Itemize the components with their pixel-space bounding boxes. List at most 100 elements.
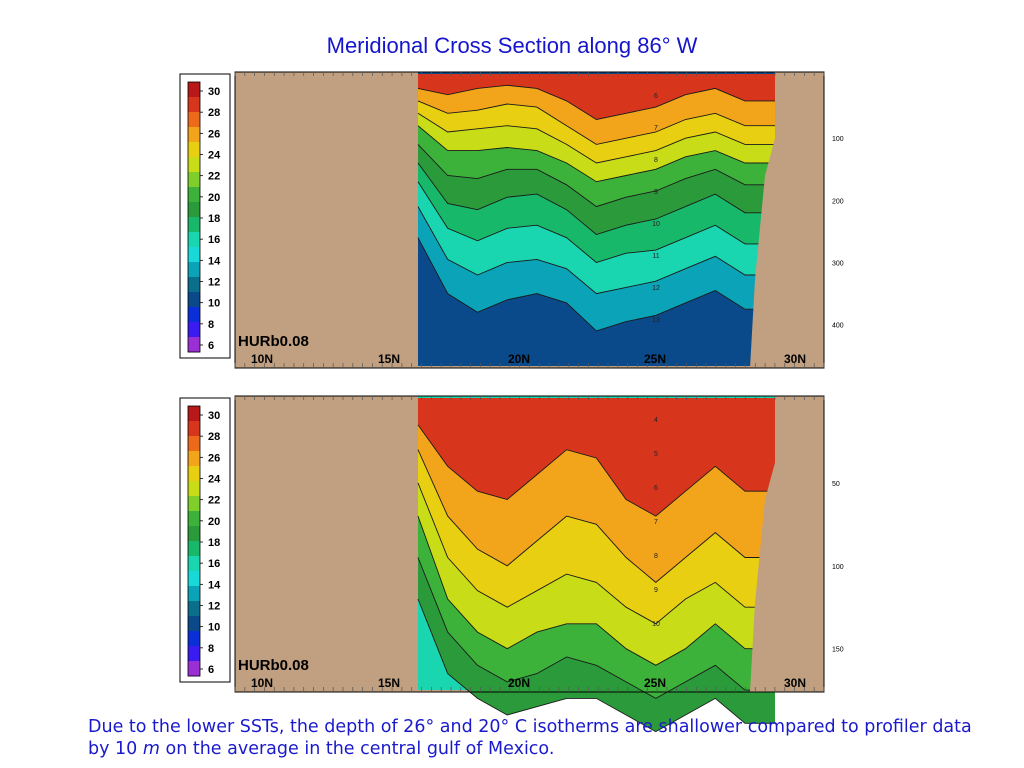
contour-label: 6 [654, 485, 658, 492]
colorbar-frame [179, 397, 231, 683]
colorbar-swatch [188, 646, 200, 662]
contour-label: 6 [654, 93, 658, 100]
isotherm-line [417, 515, 775, 666]
isotherm-line [417, 449, 775, 583]
model-label: HURb0.08 [238, 333, 309, 350]
isotherm-line [417, 162, 775, 236]
colorbar-swatch [188, 526, 200, 542]
colorbar-tick-label: 12 [208, 601, 220, 613]
colorbar-tick-label: 26 [208, 452, 220, 464]
colorbar-swatch [188, 262, 200, 278]
colorbar-swatch [188, 451, 200, 467]
colorbar-swatch [188, 616, 200, 632]
page-title: Meridional Cross Section along 86° W [326, 33, 698, 58]
depth-tick-label: 150 [832, 647, 844, 654]
colorbar-tick-label: 16 [208, 234, 220, 246]
colorbar-tick-label: 20 [208, 516, 220, 528]
cross-section-chart-top: 30 28 26 24 22 20 18 16 14 12 10 8 6 10N 15N 20N 25N 30N H… [179, 71, 844, 369]
colorbar-swatch [188, 661, 200, 677]
colorbar-swatch [188, 511, 200, 527]
x-tick-label: 10N [251, 676, 273, 690]
isotherm-line [417, 100, 775, 145]
colorbar-swatch [188, 97, 200, 113]
colorbar-swatch [188, 247, 200, 263]
colorbar-swatch [188, 292, 200, 308]
isotherm-line [417, 424, 775, 517]
colorbar-tick-label: 30 [208, 86, 220, 98]
colorbar-tick-label: 22 [208, 171, 220, 183]
colorbar-swatch [188, 172, 200, 188]
contour-label: 9 [654, 587, 658, 594]
colorbar-swatch [188, 202, 200, 218]
colorbar-tick-label: 12 [208, 277, 220, 289]
depth-tick-label: 200 [832, 198, 844, 205]
depth-tick-label: 100 [832, 564, 844, 571]
colorbar-tick-label: 10 [208, 622, 220, 634]
colorbar-swatch [188, 82, 200, 98]
colorbar-tick-label: 14 [208, 579, 221, 591]
colorbar-tick-label: 6 [208, 340, 214, 352]
contour-label: 9 [654, 189, 658, 196]
colorbar-swatch [188, 157, 200, 173]
caption: Due to the lower SSTs, the depth of 26° … [88, 716, 988, 760]
colorbar-tick-label: 30 [208, 410, 220, 422]
colorbar-tick-label: 24 [208, 474, 221, 486]
colorbar-swatch [188, 436, 200, 452]
colorbar-swatch [188, 322, 200, 338]
colorbar-swatch [188, 232, 200, 248]
cross-section-panel-top: 30 28 26 24 22 20 18 16 14 12 10 8 6 10N 15N 20N 25N 30N H… [178, 71, 850, 369]
contour-label: 7 [654, 519, 658, 526]
isotherm-line [417, 557, 775, 699]
contour-label: 7 [654, 125, 658, 132]
colorbar-frame [179, 73, 231, 359]
isotherm-line [417, 144, 775, 208]
colorbar-tick-label: 28 [208, 431, 220, 443]
colorbar-swatch [188, 187, 200, 203]
colorbar-swatch [188, 112, 200, 128]
colorbar-swatch [188, 601, 200, 617]
colorbar-tick-label: 8 [208, 643, 214, 655]
colorbar-swatch [188, 466, 200, 482]
colorbar-swatch [188, 277, 200, 293]
colorbar-swatch [188, 337, 200, 353]
colorbar-tick-label: 18 [208, 213, 220, 225]
colorbar-tick-label: 16 [208, 558, 220, 570]
isotherm-line [417, 598, 775, 733]
depth-tick-label: 400 [832, 323, 844, 330]
depth-tick-label: 50 [832, 481, 840, 488]
colorbar-swatch [188, 217, 200, 233]
colorbar-tick-label: 28 [208, 107, 220, 119]
contour-label: 10 [652, 221, 660, 228]
depth-tick-label: 100 [832, 136, 844, 143]
isotherm-line [417, 112, 775, 164]
colorbar-swatch [188, 142, 200, 158]
colorbar-tick-label: 10 [208, 298, 220, 310]
land-slope [750, 396, 825, 692]
model-label: HURb0.08 [238, 657, 309, 674]
colorbar-outline [187, 405, 201, 677]
colorbar-swatch [188, 481, 200, 497]
colorbar-swatch [188, 127, 200, 143]
x-tick-label: 25N [644, 676, 666, 690]
colorbar-swatch [188, 406, 200, 422]
isotherm-line [417, 84, 775, 120]
isotherm-band [418, 398, 775, 517]
colorbar-swatch [188, 571, 200, 587]
x-tick-label: 30N [784, 352, 806, 366]
cross-section-chart-bottom: 30 28 26 24 22 20 18 16 14 12 10 8 6 10N 15N 20N 25N 30N H… [179, 395, 844, 733]
caption-unit: m [142, 739, 160, 759]
colorbar-tick-label: 20 [208, 192, 220, 204]
contour-label: 4 [654, 417, 658, 424]
colorbar-tick-label: 26 [208, 128, 220, 140]
cross-section-panel-bottom: 30 28 26 24 22 20 18 16 14 12 10 8 6 10N 15N 20N 25N 30N H… [178, 395, 850, 733]
isotherm-line [417, 206, 775, 295]
contour-label: 5 [654, 451, 658, 458]
x-tick-label: 30N [784, 676, 806, 690]
isotherm-line [417, 482, 775, 625]
surface-layer [418, 398, 775, 406]
isotherm-line [417, 237, 775, 332]
colorbar-outline [187, 81, 201, 353]
x-tick-label: 20N [508, 676, 530, 690]
x-tick-label: 25N [644, 352, 666, 366]
contour-label: 11 [652, 253, 659, 260]
